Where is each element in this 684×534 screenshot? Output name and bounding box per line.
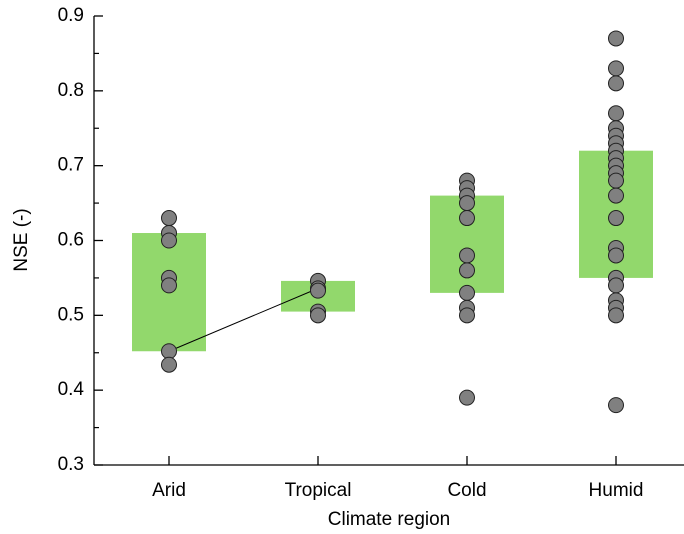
data-point xyxy=(161,232,177,249)
data-point xyxy=(459,284,475,301)
y-axis-label: NSE (-) xyxy=(11,208,32,271)
data-point xyxy=(310,307,326,324)
data-point xyxy=(161,210,177,227)
x-tick-label: Humid xyxy=(589,480,644,501)
x-tick-label: Arid xyxy=(152,480,186,501)
x-axis-label: Climate region xyxy=(328,509,451,530)
data-point xyxy=(459,307,475,324)
data-point xyxy=(310,282,326,299)
data-point xyxy=(608,397,624,414)
data-point xyxy=(161,277,177,294)
y-tick-label: 0.8 xyxy=(58,80,84,101)
data-point xyxy=(459,262,475,279)
y-tick-label: 0.5 xyxy=(58,304,84,325)
x-tick-label: Cold xyxy=(447,480,486,501)
data-point xyxy=(608,30,624,47)
data-point xyxy=(608,307,624,324)
y-tick-label: 0.3 xyxy=(58,454,84,475)
data-point xyxy=(608,172,624,189)
data-point xyxy=(459,195,475,212)
connector-line xyxy=(168,287,319,352)
data-point xyxy=(608,247,624,264)
data-point xyxy=(459,210,475,227)
y-tick-label: 0.7 xyxy=(58,155,84,176)
data-point xyxy=(459,389,475,406)
data-point xyxy=(161,343,177,360)
data-point xyxy=(459,247,475,264)
data-point xyxy=(608,60,624,77)
data-point xyxy=(161,356,177,373)
data-point xyxy=(608,187,624,204)
data-point xyxy=(608,105,624,122)
y-tick-label: 0.4 xyxy=(58,379,85,400)
data-point xyxy=(608,75,624,92)
data-point xyxy=(608,210,624,227)
data-point xyxy=(608,277,624,294)
y-tick-label: 0.6 xyxy=(58,230,84,251)
x-tick-label: Tropical xyxy=(285,480,352,501)
y-tick-label: 0.9 xyxy=(58,5,84,26)
